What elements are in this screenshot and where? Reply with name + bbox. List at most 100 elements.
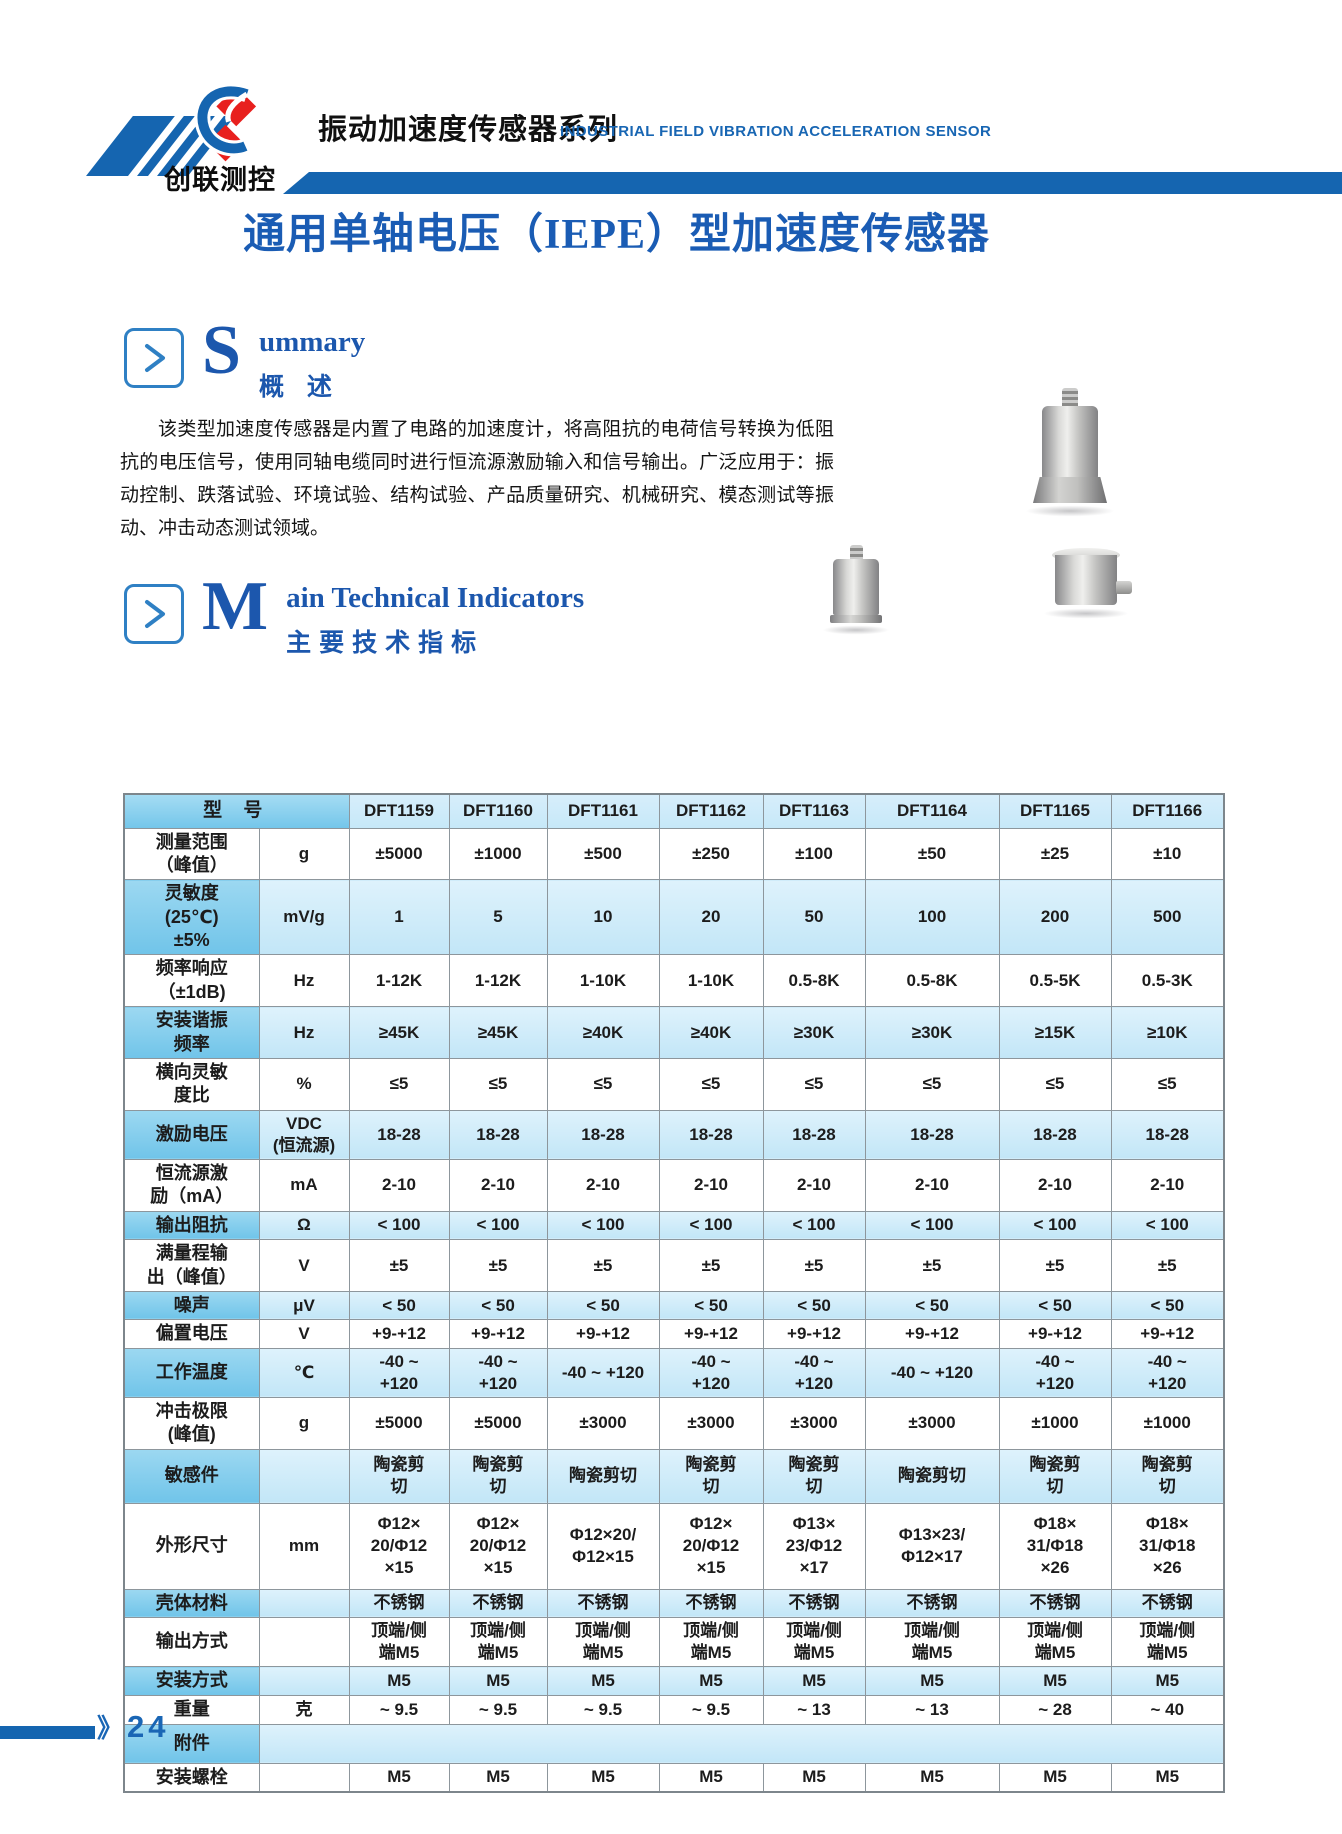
spec-label-cell: 测量范围 （峰值） bbox=[123, 827, 260, 881]
spec-label-cell: 工作温度 bbox=[123, 1347, 260, 1398]
spec-value-cell: Φ12× 20/Φ12 ×15 bbox=[348, 1502, 450, 1590]
header-blue-bar bbox=[283, 172, 1342, 194]
spec-unit-cell: Hz bbox=[258, 954, 350, 1008]
spec-unit-cell: ℃ bbox=[258, 1347, 350, 1398]
spec-value-cell: ±5 bbox=[348, 1239, 450, 1292]
spec-value-cell: ≤5 bbox=[448, 1058, 548, 1111]
spec-unit-cell: mm bbox=[258, 1502, 350, 1590]
model-header-cell: DFT1163 bbox=[762, 793, 866, 829]
spec-value-cell: ±5000 bbox=[348, 1396, 450, 1450]
spec-value-cell: ±5 bbox=[864, 1239, 1000, 1292]
spec-value-cell: 18-28 bbox=[348, 1109, 450, 1160]
spec-value-cell: 顶端/侧 端M5 bbox=[864, 1617, 1000, 1668]
spec-value-cell: 100 bbox=[864, 879, 1000, 956]
spec-label-cell: 灵敏度 (25℃) ±5% bbox=[123, 879, 260, 956]
spec-value-cell: 不锈钢 bbox=[348, 1588, 450, 1619]
sensor-photo-hex-base bbox=[1022, 388, 1118, 517]
spec-value-cell: M5 bbox=[546, 1762, 660, 1793]
sensor-flange bbox=[830, 615, 882, 623]
spec-value-cell: 2-10 bbox=[1110, 1158, 1225, 1212]
model-header-cell: DFT1162 bbox=[658, 793, 764, 829]
spec-value-cell: 顶端/侧 端M5 bbox=[1110, 1617, 1225, 1668]
spec-value-cell: ≥10K bbox=[1110, 1006, 1225, 1060]
summary-title-en: ummary bbox=[258, 326, 366, 358]
sensor-photo-small bbox=[820, 545, 892, 635]
spec-label-cell: 安装方式 bbox=[123, 1666, 260, 1696]
summary-paragraph: 该类型加速度传感器是内置了电路的加速度计，将高阻抗的电荷信号转换为低阻抗的电压信… bbox=[120, 419, 834, 539]
spec-label-cell: 输出方式 bbox=[123, 1617, 260, 1668]
footer-blue-bar bbox=[0, 1726, 95, 1739]
sensor-stud bbox=[849, 545, 863, 561]
spec-value-cell: 不锈钢 bbox=[998, 1588, 1112, 1619]
spec-value-cell: 顶端/侧 端M5 bbox=[348, 1617, 450, 1668]
spec-value-cell: -40 ~ +120 bbox=[998, 1347, 1112, 1398]
spec-unit-cell: Hz bbox=[258, 1006, 350, 1060]
spec-value-cell: 18-28 bbox=[1110, 1109, 1225, 1160]
spec-value-cell: 10 bbox=[546, 879, 660, 956]
spec-value-cell: 1-10K bbox=[658, 954, 764, 1008]
spec-value-cell: 2-10 bbox=[864, 1158, 1000, 1212]
spec-value-cell: ±25 bbox=[998, 827, 1112, 881]
spec-value-cell: M5 bbox=[448, 1762, 548, 1793]
sensor-body bbox=[1055, 555, 1132, 605]
spec-value-cell: < 100 bbox=[762, 1210, 866, 1241]
spec-value-cell: M5 bbox=[348, 1666, 450, 1696]
spec-value-cell: < 50 bbox=[658, 1290, 764, 1321]
spec-value-cell: +9-+12 bbox=[348, 1319, 450, 1349]
spec-value-cell: 0.5-8K bbox=[864, 954, 1000, 1008]
spec-value-cell: ~ 9.5 bbox=[546, 1694, 660, 1725]
sensor-hex-base bbox=[1033, 477, 1107, 503]
spec-value-cell: ±5 bbox=[448, 1239, 548, 1292]
spec-value-cell: -40 ~ +120 bbox=[762, 1347, 866, 1398]
summary-drop-cap: S bbox=[202, 312, 241, 389]
spec-value-cell: 50 bbox=[762, 879, 866, 956]
spec-value-cell: M5 bbox=[998, 1666, 1112, 1696]
spec-merged-cell bbox=[258, 1723, 1225, 1764]
spec-value-cell: M5 bbox=[546, 1666, 660, 1696]
chevron-right-icon bbox=[124, 584, 184, 644]
spec-value-cell: ±3000 bbox=[658, 1396, 764, 1450]
spec-value-cell: 0.5-8K bbox=[762, 954, 866, 1008]
spec-value-cell: 顶端/侧 端M5 bbox=[546, 1617, 660, 1668]
footer-chevron-icon: 》 bbox=[97, 1713, 124, 1743]
spec-value-cell: < 50 bbox=[546, 1290, 660, 1321]
spec-value-cell: ±3000 bbox=[864, 1396, 1000, 1450]
spec-value-cell: 0.5-5K bbox=[998, 954, 1112, 1008]
spec-value-cell: M5 bbox=[348, 1762, 450, 1793]
spec-value-cell: ±3000 bbox=[762, 1396, 866, 1450]
summary-title-cn: 概 述 bbox=[258, 373, 340, 401]
spec-value-cell: ~ 9.5 bbox=[348, 1694, 450, 1725]
spec-value-cell: 500 bbox=[1110, 879, 1225, 956]
spec-value-cell: ≥45K bbox=[448, 1006, 548, 1060]
spec-value-cell: 18-28 bbox=[864, 1109, 1000, 1160]
spec-value-cell: Φ18× 31/Φ18 ×26 bbox=[1110, 1502, 1225, 1590]
spec-value-cell: ±5 bbox=[762, 1239, 866, 1292]
spec-value-cell: -40 ~ +120 bbox=[546, 1347, 660, 1398]
spec-value-cell: ±5 bbox=[658, 1239, 764, 1292]
spec-value-cell: M5 bbox=[1110, 1666, 1225, 1696]
spec-value-cell: Φ12×20/ Φ12×15 bbox=[546, 1502, 660, 1590]
chevron-right-icon bbox=[124, 328, 184, 388]
spec-value-cell: 2-10 bbox=[348, 1158, 450, 1212]
spec-unit-cell bbox=[258, 1588, 350, 1619]
spec-value-cell: -40 ~ +120 bbox=[348, 1347, 450, 1398]
spec-value-cell: +9-+12 bbox=[1110, 1319, 1225, 1349]
spec-value-cell: 2-10 bbox=[762, 1158, 866, 1212]
spec-value-cell: +9-+12 bbox=[864, 1319, 1000, 1349]
sensor-shadow bbox=[1040, 608, 1132, 619]
spec-unit-cell: g bbox=[258, 1396, 350, 1450]
spec-value-cell: 不锈钢 bbox=[1110, 1588, 1225, 1619]
spec-value-cell: M5 bbox=[864, 1762, 1000, 1793]
spec-value-cell: 陶瓷剪 切 bbox=[762, 1448, 866, 1504]
series-title-en: INDUSTRIAL FIELD VIBRATION ACCELERATION … bbox=[560, 123, 992, 140]
spec-value-cell: M5 bbox=[658, 1666, 764, 1696]
spec-value-cell: ±5 bbox=[546, 1239, 660, 1292]
spec-value-cell: M5 bbox=[864, 1666, 1000, 1696]
spec-value-cell: < 100 bbox=[998, 1210, 1112, 1241]
spec-unit-cell: V bbox=[258, 1319, 350, 1349]
spec-label-cell: 噪声 bbox=[123, 1290, 260, 1321]
spec-value-cell: ±1000 bbox=[448, 827, 548, 881]
sensor-photo-side-connector bbox=[1040, 548, 1132, 619]
spec-value-cell: ~ 9.5 bbox=[658, 1694, 764, 1725]
spec-value-cell: ≥30K bbox=[864, 1006, 1000, 1060]
